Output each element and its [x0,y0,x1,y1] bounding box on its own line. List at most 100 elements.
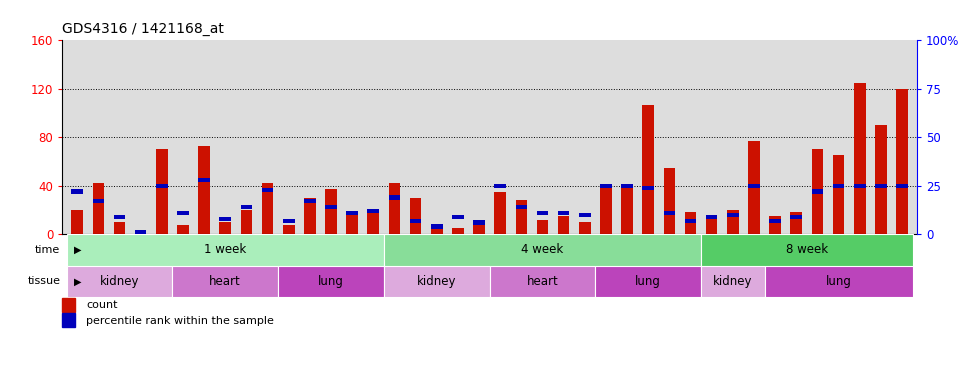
Bar [516,200,527,234]
Bar [600,184,612,188]
Bar [173,266,278,297]
Bar [241,205,252,209]
Bar [558,211,569,215]
Bar [410,198,421,234]
Bar [642,104,654,234]
Bar [325,189,337,234]
Bar [92,183,105,234]
Bar [220,217,231,221]
Text: tissue: tissue [28,276,60,286]
Bar [516,205,527,209]
Text: heart: heart [209,275,241,288]
Bar [473,222,485,234]
Bar [748,184,759,188]
Text: kidney: kidney [100,275,139,288]
Bar [66,266,173,297]
Bar [684,218,696,223]
Text: percentile rank within the sample: percentile rank within the sample [86,316,275,326]
Bar [278,266,384,297]
Text: ▶: ▶ [74,245,82,255]
Bar [727,213,738,217]
Bar [389,195,400,200]
Bar [621,188,633,234]
Bar [347,211,358,215]
Bar [347,212,358,234]
Bar [706,215,717,219]
Bar [452,228,464,234]
Bar [92,199,105,204]
Bar [853,83,866,234]
Bar [579,222,590,234]
Bar [452,215,464,219]
Bar [241,210,252,234]
Bar [537,211,548,215]
Bar [727,210,738,234]
Bar [600,188,612,234]
Bar [304,199,316,204]
Text: GDS4316 / 1421168_at: GDS4316 / 1421168_at [62,23,225,36]
Bar [220,222,231,234]
Bar [764,266,913,297]
Bar [490,266,595,297]
Bar [283,225,295,234]
Bar [595,266,701,297]
Text: time: time [36,245,60,255]
Bar [748,141,759,234]
Bar [790,215,802,219]
Bar [66,234,384,266]
Bar [410,218,421,223]
Bar [701,234,913,266]
Bar [156,149,168,234]
Bar [178,211,189,215]
Bar [262,183,274,234]
Text: kidney: kidney [417,275,456,288]
Bar [389,183,400,234]
Text: ▶: ▶ [74,276,82,286]
Bar [384,234,701,266]
Bar [811,189,824,194]
Bar [431,224,443,228]
Bar [283,218,295,223]
Bar [199,146,210,234]
Bar [368,209,379,213]
Bar [325,205,337,209]
Bar [706,216,717,234]
Text: 4 week: 4 week [521,243,564,257]
Bar [875,184,887,188]
Text: lung: lung [636,275,661,288]
Bar [853,184,866,188]
Bar [304,198,316,234]
Bar [579,213,590,217]
Bar [71,210,83,234]
Bar [875,125,887,234]
Bar [897,89,908,234]
Text: count: count [86,300,118,310]
Bar [663,211,675,215]
Bar [71,189,83,194]
Bar [663,167,675,234]
Bar [790,212,802,234]
Bar [621,184,633,188]
Bar [384,266,490,297]
Bar [199,178,210,182]
Bar [431,225,443,234]
Bar [558,216,569,234]
Bar [134,231,147,234]
Bar [113,222,126,234]
Bar [769,216,780,234]
Bar [62,298,75,312]
Bar [473,220,485,225]
Text: lung: lung [318,275,344,288]
Bar [832,156,845,234]
Text: heart: heart [527,275,559,288]
Text: kidney: kidney [713,275,753,288]
Bar [769,218,780,223]
Bar [156,184,168,188]
Text: 1 week: 1 week [204,243,247,257]
Bar [537,220,548,234]
Bar [494,184,506,188]
Bar [134,230,147,234]
Bar [368,210,379,234]
Bar [811,149,824,234]
Bar [262,187,274,192]
